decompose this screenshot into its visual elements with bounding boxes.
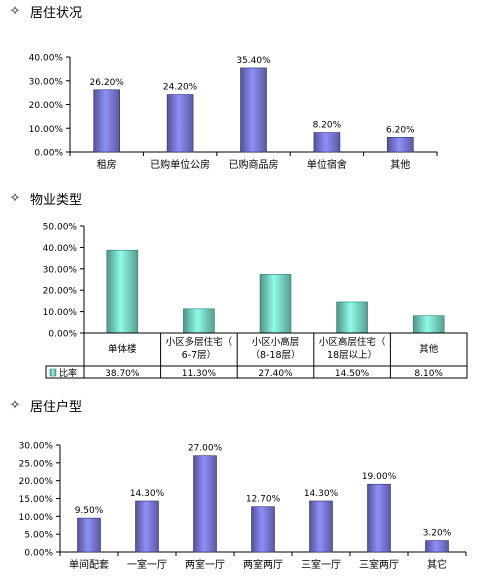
y-tick-label: 0.00% xyxy=(48,330,77,340)
category-label: 单位宿舍 xyxy=(307,158,347,171)
data-label: 14.30% xyxy=(130,489,165,499)
y-tick-label: 25.00% xyxy=(19,459,54,469)
category-label: 三室两厅 xyxy=(359,558,399,571)
bar xyxy=(259,274,292,334)
data-label: 3.20% xyxy=(423,529,452,539)
legend-cell xyxy=(45,365,85,379)
table-value: 8.10% xyxy=(414,369,443,379)
data-label: 26.20% xyxy=(90,78,125,88)
section-title-2: ✧ 物业类型 xyxy=(8,189,82,208)
y-tick-label: 15.00% xyxy=(19,495,54,505)
section-title-3: ✧ 居住户型 xyxy=(8,396,82,415)
bar xyxy=(336,301,368,334)
category-label: 其它 xyxy=(427,558,447,571)
y-tick-label: 20.00% xyxy=(19,477,54,487)
bar xyxy=(193,455,217,553)
chart-unit-layout: 0.00% 5.00% 10.00% 15.00% 20.00% 25.00% 30.00%… xyxy=(19,442,467,571)
y-tick-label: 10.00% xyxy=(19,513,54,523)
chart-title-2: 物业类型 xyxy=(30,193,83,208)
y-tick-label: 5.00% xyxy=(24,531,53,541)
legend-label: 比率 xyxy=(59,367,77,379)
table-value: 11.30% xyxy=(182,369,217,379)
category-label: 已购单位公房 xyxy=(150,158,210,171)
star-icon: ✧ xyxy=(9,191,21,206)
bar xyxy=(106,249,139,334)
y-tick-label: 40.00% xyxy=(43,244,78,254)
category-label: 三室一厅 xyxy=(301,558,341,571)
bar xyxy=(425,540,449,553)
category-label: 两室一厅 xyxy=(185,558,225,571)
bar xyxy=(386,136,414,153)
category-label: 两室两厅 xyxy=(243,558,283,571)
data-label: 19.00% xyxy=(362,472,397,482)
category-label: 小区小高层 xyxy=(252,336,300,348)
y-tick-label: 30.00% xyxy=(29,77,64,87)
data-label: 12.70% xyxy=(246,495,281,505)
y-tick-label: 0.00% xyxy=(34,149,63,159)
table-value: 14.50% xyxy=(335,369,370,379)
star-icon: ✧ xyxy=(9,398,21,413)
chart-title-1: 居住状况 xyxy=(30,6,83,21)
legend-key xyxy=(49,368,57,377)
chart-property-type: 0.00% 10.00% 20.00% 30.00% 40.00% 50.00% 比率 单体楼… xyxy=(43,223,468,379)
y-tick-label: 50.00% xyxy=(43,223,78,233)
data-label: 35.40% xyxy=(236,56,271,66)
bar xyxy=(240,67,267,153)
category-label: 租房 xyxy=(97,158,117,171)
category-label: 6-7层） xyxy=(182,349,217,361)
category-label: 其他 xyxy=(390,158,410,171)
data-label: 6.20% xyxy=(386,125,415,135)
y-tick-label: 30.00% xyxy=(19,442,54,452)
bar xyxy=(313,132,341,153)
category-label: 小区多层住宅（ xyxy=(166,336,233,348)
y-tick-label: 20.00% xyxy=(29,101,64,111)
table-value: 27.40% xyxy=(258,369,293,379)
data-label: 9.50% xyxy=(75,506,104,516)
bar xyxy=(309,500,333,553)
y-tick-label: 30.00% xyxy=(43,265,78,275)
bar xyxy=(251,506,275,553)
bar xyxy=(412,315,445,334)
category-label: 单间配套 xyxy=(69,558,109,571)
section-title-1: ✧ 居住状况 xyxy=(8,2,82,21)
table-value: 38.70% xyxy=(105,369,140,379)
category-label: 18层以上） xyxy=(327,349,377,361)
y-tick-label: 0.00% xyxy=(24,549,53,559)
data-label: 8.20% xyxy=(313,121,342,131)
y-tick-label: 20.00% xyxy=(43,287,78,297)
category-label: （8-18层） xyxy=(250,349,300,361)
data-table-border xyxy=(83,332,468,379)
bar xyxy=(135,500,159,553)
category-label: 单体楼 xyxy=(108,343,137,355)
bar xyxy=(183,308,215,334)
bar xyxy=(166,94,194,153)
chart-residence-status: 0.00% 10.00% 20.00% 30.00% 40.00% 26.20% 租房 24.… xyxy=(29,54,438,171)
data-label: 24.20% xyxy=(163,83,198,93)
bar xyxy=(77,517,101,553)
y-tick-label: 10.00% xyxy=(43,308,78,318)
y-tick-label: 40.00% xyxy=(29,54,64,64)
chart-title-3: 居住户型 xyxy=(30,400,83,415)
category-label: 小区高层住宅（ xyxy=(319,336,386,348)
bar xyxy=(367,483,391,553)
y-tick-label: 10.00% xyxy=(29,125,64,135)
bar xyxy=(93,89,120,153)
star-icon: ✧ xyxy=(9,4,21,19)
category-label: 其他 xyxy=(419,343,439,355)
data-label: 14.30% xyxy=(304,489,339,499)
category-label: 一室一厅 xyxy=(127,558,167,571)
category-label: 已购商品房 xyxy=(229,158,279,171)
data-label: 27.00% xyxy=(188,444,223,454)
